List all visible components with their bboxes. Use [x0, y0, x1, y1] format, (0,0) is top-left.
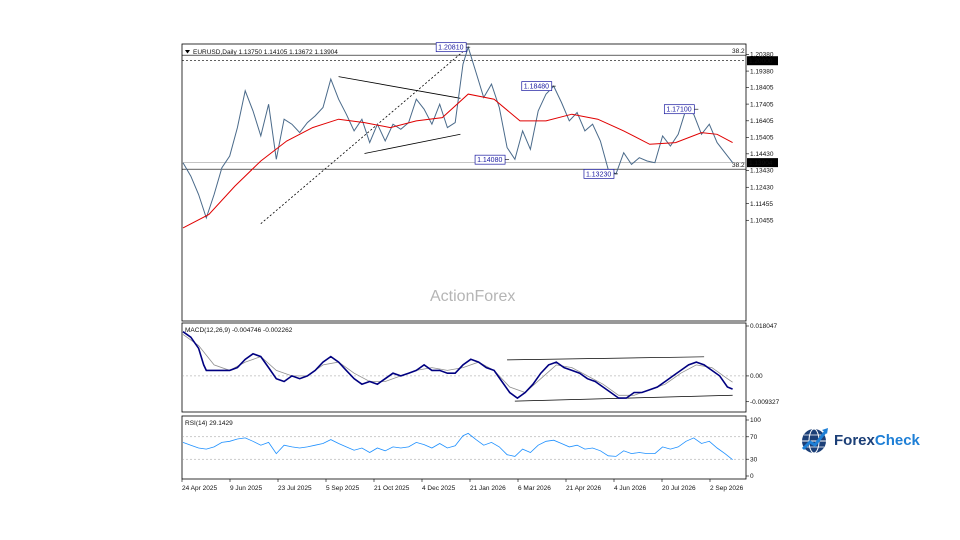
price-panel-title: EURUSD,Daily 1.13750 1.14105 1.13672 1.1…	[193, 49, 338, 56]
x-tick-label: 4 Dec 2025	[422, 485, 456, 492]
current-price-box	[747, 158, 778, 168]
price-series-layer	[182, 45, 733, 229]
current-price-label: 1.13904	[749, 160, 773, 167]
rsi-y-tick-label: 30	[750, 456, 758, 463]
price-trendlines-layer	[260, 46, 469, 225]
dropdown-triangle-icon[interactable]	[185, 50, 190, 54]
rsi-y-axis: 100 70 30 0	[746, 417, 761, 480]
x-tick-label: 24 Apr 2025	[182, 485, 217, 492]
trendline-projection	[260, 46, 469, 225]
fib-label: 38.2	[732, 162, 745, 169]
forexcheck-brand[interactable]: ForexCheck	[800, 424, 920, 456]
x-tick-label: 4 Jun 2026	[614, 485, 647, 492]
x-tick-label: 9 Jun 2025	[230, 485, 263, 492]
rsi-line	[182, 432, 733, 461]
price-line	[182, 45, 733, 220]
price-y-tick-label: 1.15405	[750, 135, 774, 142]
rsi-y-tick-label: 100	[750, 417, 761, 424]
x-tick-label: 23 Jul 2025	[278, 485, 312, 492]
macd-line	[182, 331, 733, 400]
brand-name-part1: Forex	[834, 431, 875, 449]
level-price-label: 1.20000	[749, 58, 773, 65]
x-tick-label: 20 Jul 2026	[662, 485, 696, 492]
level-price-box	[747, 56, 778, 66]
price-y-tick-label: 1.20380	[750, 52, 774, 59]
x-tick-label: 21 Apr 2026	[566, 485, 601, 492]
price-y-tick-label: 1.18405	[750, 85, 774, 92]
macd-y-tick-label: -0.009327	[750, 399, 780, 406]
rsi-panel-frame	[181, 415, 747, 480]
swing-label-text: 1.14080	[477, 157, 502, 164]
swing-label-text: 1.13230	[586, 171, 611, 178]
price-y-tick-label: 1.13430	[750, 168, 774, 175]
macd-signal-line	[182, 334, 733, 396]
macd-series-layer	[182, 331, 733, 400]
swing-label-text: 1.18480	[524, 84, 549, 91]
x-tick-label: 2 Sep 2026	[710, 485, 744, 492]
price-y-axis: 1.20380 1.19380 1.18405 1.17405 1.16405 1.154…	[746, 52, 778, 224]
x-tick-label: 6 Mar 2026	[518, 485, 551, 492]
price-panel-frame	[181, 43, 747, 322]
price-y-tick-label: 1.16405	[750, 118, 774, 125]
macd-panel-frame	[181, 322, 747, 413]
price-y-tick-label: 1.11455	[750, 201, 773, 208]
trendline-triangle_upper	[338, 76, 461, 99]
x-tick-label: 5 Sep 2025	[326, 485, 360, 492]
price-y-tick-label: 1.14430	[750, 151, 774, 158]
macd-panel-title: MACD(12,26,9) -0.004746 -0.002262	[185, 327, 293, 334]
x-tick-label: 21 Jan 2026	[470, 485, 506, 492]
price-y-tick-label: 1.12430	[750, 184, 774, 191]
brand-name: ForexCheck	[834, 432, 920, 449]
price-y-tick-label: 1.17405	[750, 101, 774, 108]
macd-y-tick-label: 0.00	[750, 373, 763, 380]
price-y-tick-label: 1.19380	[750, 68, 774, 75]
rsi-y-tick-label: 0	[750, 473, 754, 480]
swing-label-text: 1.17100	[666, 107, 691, 114]
fib-label: 38.2	[732, 48, 745, 55]
globe-chart-icon	[801, 428, 828, 454]
rsi-series-layer	[182, 432, 733, 461]
moving-average-line	[182, 93, 733, 229]
x-tick-label: 21 Oct 2025	[374, 485, 410, 492]
price-levels-layer: 38.2 38.2	[182, 48, 746, 170]
macd-y-tick-label: 0.018047	[750, 323, 777, 330]
macd-y-axis: 0.018047 0.00 -0.009327	[746, 323, 780, 406]
rsi-panel-title: RSI(14) 29.1429	[185, 420, 233, 427]
rsi-levels-layer	[182, 436, 746, 460]
rsi-y-tick-label: 70	[750, 434, 758, 441]
swing-label-text: 1.20810	[438, 45, 463, 52]
trendline-triangle_lower	[364, 133, 461, 154]
x-axis: 24 Apr 2025 9 Jun 2025 23 Jul 2025 5 Sep 20…	[181, 479, 744, 492]
macd-channel_upper	[507, 356, 705, 361]
price-annotations-layer: 1.20810 1.18480 1.17100 1.14080 1.13230	[435, 42, 699, 179]
price-y-tick-label: 1.10455	[750, 217, 774, 224]
brand-name-part2: Check	[874, 431, 920, 449]
watermark: ActionForex	[430, 288, 515, 305]
